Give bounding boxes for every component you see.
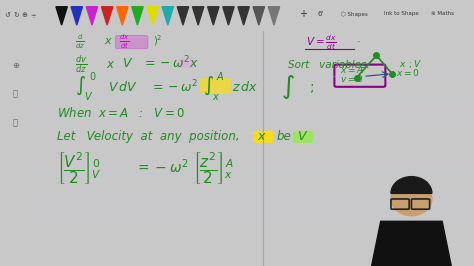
Text: $\int_x^{\,A}$: $\int_x^{\,A}$ — [203, 70, 224, 103]
Polygon shape — [101, 7, 113, 25]
Polygon shape — [56, 7, 67, 25]
Text: $\int_V^{\;0}$: $\int_V^{\;0}$ — [75, 70, 97, 103]
Text: $V = \frac{dx}{dt}$: $V = \frac{dx}{dt}$ — [306, 33, 337, 52]
Text: ⊕: ⊕ — [12, 61, 19, 70]
Text: $= - \omega^2 x$: $= - \omega^2 x$ — [142, 55, 199, 72]
Text: +: + — [299, 9, 307, 19]
FancyBboxPatch shape — [200, 78, 231, 94]
Text: ÷: ÷ — [30, 12, 36, 18]
Text: $x=0$: $x=0$ — [396, 67, 420, 78]
Text: $x$: $x$ — [399, 60, 406, 69]
Text: Ink to Shape: Ink to Shape — [384, 11, 419, 16]
Text: Sort   variables.: Sort variables. — [288, 60, 370, 70]
Text: $x= A$: $x= A$ — [340, 64, 365, 75]
Text: ;: ; — [310, 80, 315, 94]
Polygon shape — [147, 7, 158, 25]
Polygon shape — [162, 7, 173, 25]
Text: $x$: $x$ — [106, 57, 116, 70]
Polygon shape — [372, 221, 451, 266]
Polygon shape — [238, 7, 249, 25]
Text: $z\,dx$: $z\,dx$ — [232, 80, 258, 94]
Text: 🔍: 🔍 — [13, 90, 18, 99]
Text: 6': 6' — [318, 11, 324, 17]
Text: $\left[\dfrac{z^2}{2}\right]_x^{\,A}$: $\left[\dfrac{z^2}{2}\right]_x^{\,A}$ — [192, 150, 234, 186]
Text: 💡: 💡 — [13, 118, 18, 127]
Polygon shape — [86, 7, 98, 25]
Text: $= -\omega^2$: $= -\omega^2$ — [135, 158, 189, 176]
Polygon shape — [132, 7, 143, 25]
Polygon shape — [253, 7, 264, 25]
Text: Let   Velocity  at  any  position,: Let Velocity at any position, — [57, 130, 240, 143]
FancyBboxPatch shape — [253, 131, 273, 143]
Text: ↻: ↻ — [13, 12, 19, 18]
Text: $\int$: $\int$ — [281, 73, 295, 101]
Text: $x$: $x$ — [257, 130, 267, 143]
FancyBboxPatch shape — [116, 36, 148, 49]
Polygon shape — [71, 7, 82, 25]
Text: $\frac{dx}{dt}$: $\frac{dx}{dt}$ — [119, 33, 130, 52]
Polygon shape — [268, 7, 280, 25]
Text: $V$: $V$ — [122, 57, 133, 70]
Text: .: . — [356, 34, 360, 44]
Text: $v=0$: $v=0$ — [340, 73, 364, 84]
Text: be: be — [277, 130, 292, 143]
Wedge shape — [391, 177, 432, 193]
Text: ; $V$: ; $V$ — [408, 58, 422, 70]
Circle shape — [391, 182, 432, 216]
Text: $\left[\dfrac{V^2}{2}\right]_V^{\,0}$: $\left[\dfrac{V^2}{2}\right]_V^{\,0}$ — [57, 150, 101, 186]
Text: $V\,dV$: $V\,dV$ — [109, 80, 138, 94]
Text: $)^2$: $)^2$ — [153, 34, 162, 48]
Polygon shape — [192, 7, 204, 25]
FancyBboxPatch shape — [293, 131, 313, 143]
Text: ≋ Maths: ≋ Maths — [431, 11, 455, 16]
Text: ↺: ↺ — [5, 12, 10, 18]
Polygon shape — [177, 7, 189, 25]
Text: ⬡ Shapes: ⬡ Shapes — [341, 11, 368, 16]
Text: $V$: $V$ — [297, 130, 308, 143]
Text: $\frac{dv}{dz}$: $\frac{dv}{dz}$ — [75, 54, 87, 76]
Text: $= -\omega^2$: $= -\omega^2$ — [150, 78, 199, 95]
Polygon shape — [117, 7, 128, 25]
Polygon shape — [223, 7, 234, 25]
Polygon shape — [208, 7, 219, 25]
Text: When  $x = A$   :   $V = 0$: When $x = A$ : $V = 0$ — [57, 106, 185, 120]
Text: ⊕: ⊕ — [22, 12, 27, 18]
FancyBboxPatch shape — [178, 59, 195, 68]
Text: $x^{\,}$: $x^{\,}$ — [104, 36, 113, 46]
Text: $\frac{d}{dz}$: $\frac{d}{dz}$ — [75, 33, 85, 52]
